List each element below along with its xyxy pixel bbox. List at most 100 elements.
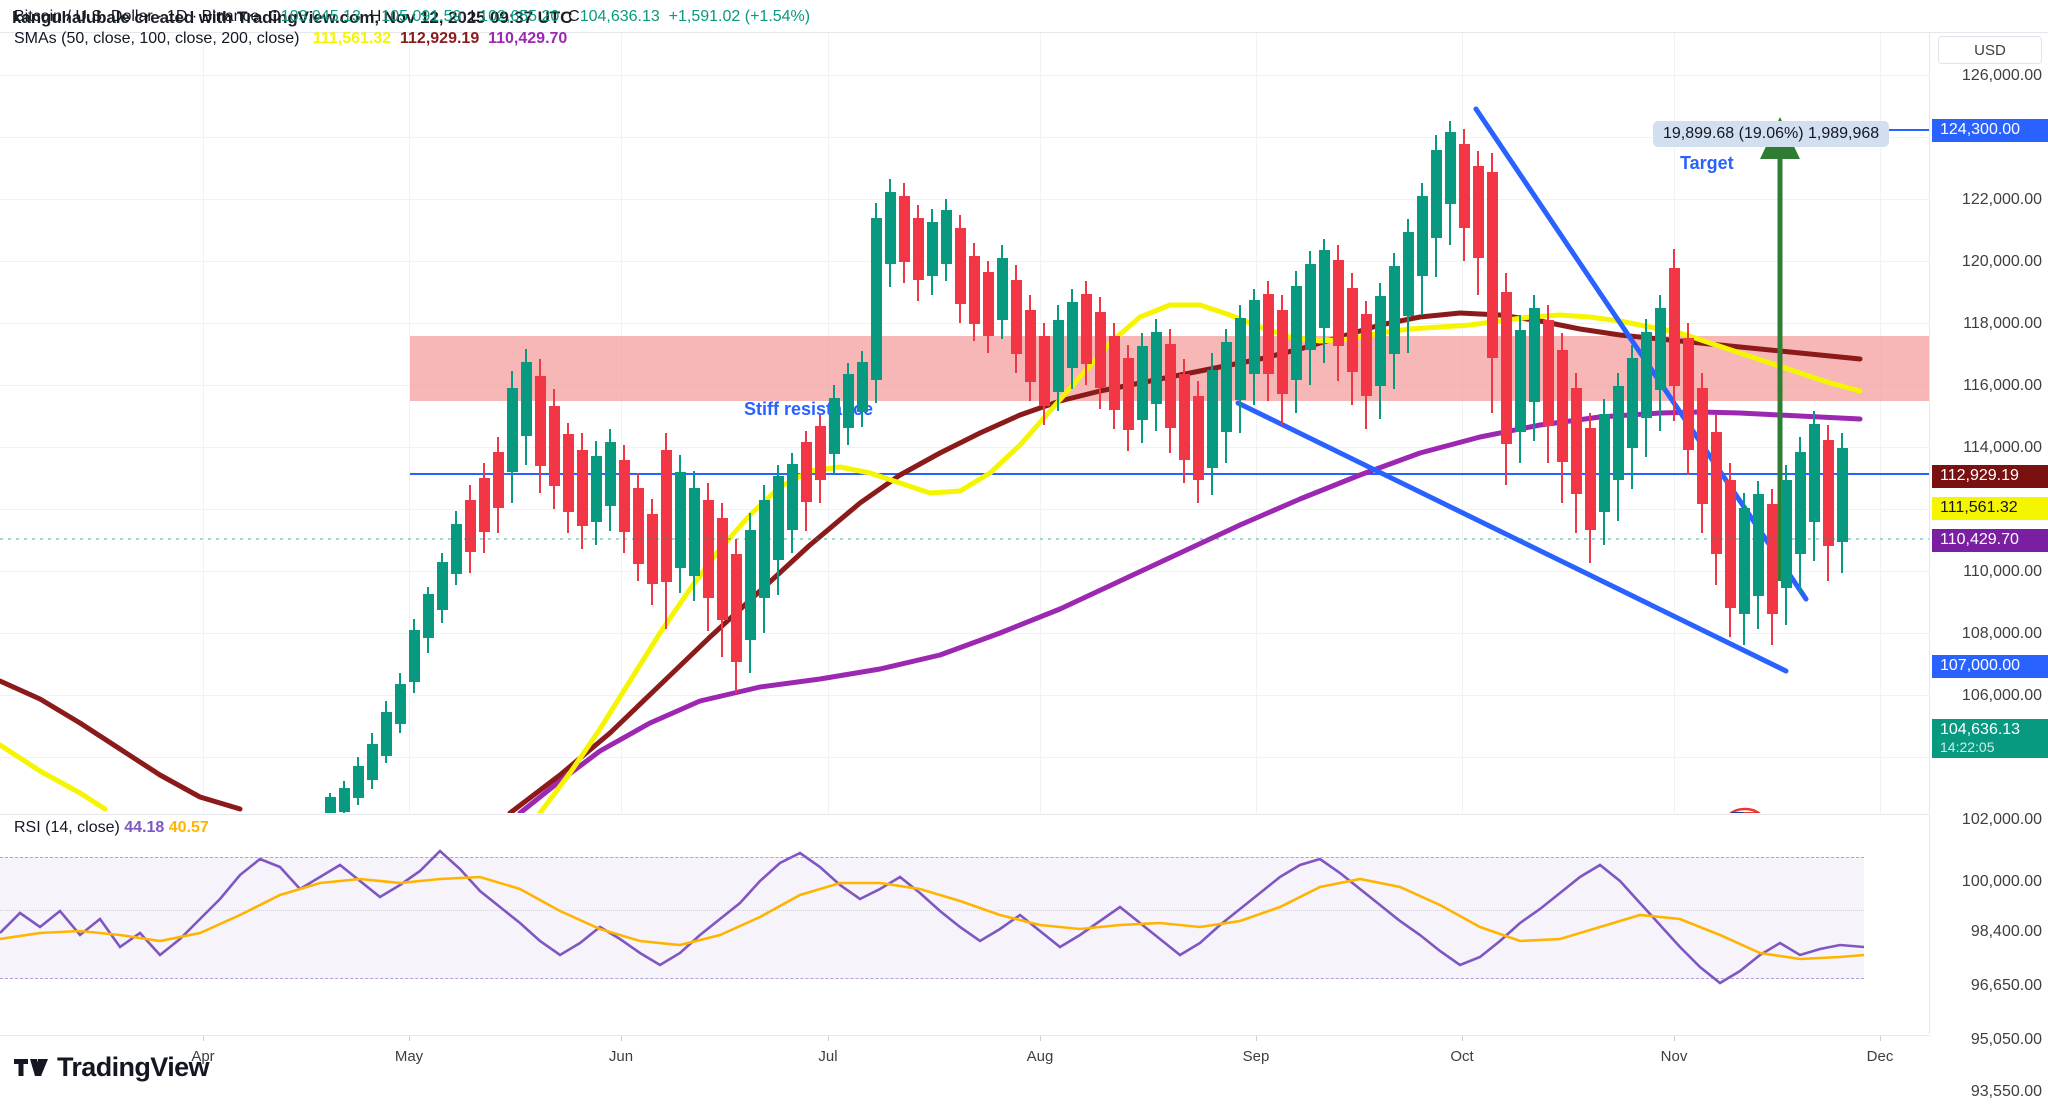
gridline	[1880, 33, 1881, 813]
gridline	[0, 323, 1929, 324]
price-axis[interactable]: 126,000.00 122,000.00 120,000.00 118,000…	[1930, 33, 2048, 1100]
time-tick-label: Dec	[1866, 1048, 1894, 1065]
legend-sma-row[interactable]: SMAs (50, close, 100, close, 200, close)…	[14, 28, 810, 49]
open-value: 103,045.13	[280, 8, 361, 25]
time-tick-mark	[621, 1036, 622, 1041]
symbol-title[interactable]: Bitcoin / U.S. Dollar · 1D · Binance	[14, 8, 260, 25]
time-tick-mark	[1880, 1036, 1881, 1041]
gridline	[409, 33, 410, 813]
gridline	[0, 633, 1929, 634]
price-tick-label: 126,000.00	[1961, 67, 2042, 84]
gridline	[1040, 33, 1041, 813]
resistance-zone-label: Stiff resistance	[744, 399, 874, 419]
change-value: +1,591.02 (+1.54%)	[668, 8, 811, 25]
gridline	[0, 447, 1929, 448]
gridline	[0, 75, 1929, 76]
trendline-descending-lower	[1235, 400, 1789, 674]
sma-100-badge[interactable]: 112,929.19	[1932, 465, 2048, 488]
time-tick-mark	[1462, 1036, 1463, 1041]
support-price-badge[interactable]: 107,000.00	[1932, 655, 2048, 678]
sma-100-value: 112,929.19	[400, 30, 480, 47]
rsi-band	[0, 857, 1864, 979]
attribution-text: kanguhalubale created with TradingView.c…	[12, 8, 573, 27]
low-value: 102,655.20	[479, 8, 560, 25]
sma-50-badge[interactable]: 111,561.32	[1932, 497, 2048, 520]
chart-legend: Bitcoin / U.S. Dollar · 1D · Binance O10…	[14, 6, 810, 50]
open-key: O	[268, 8, 281, 25]
gridline	[0, 199, 1929, 200]
gridline	[621, 33, 622, 813]
time-axis[interactable]: Apr May Jun Jul Aug Sep Oct Nov Dec	[0, 1035, 1930, 1079]
gridline	[0, 571, 1929, 572]
price-tick-label: 96,650.00	[1970, 977, 2042, 994]
rsi-canvas	[0, 849, 1864, 985]
time-tick-label: Nov	[1660, 1048, 1688, 1065]
rsi-midline	[0, 910, 1864, 911]
price-tick-label: 120,000.00	[1961, 253, 2042, 270]
price-tick-label: 95,050.00	[1970, 1031, 2042, 1048]
time-tick-label: Jun	[608, 1048, 634, 1065]
price-tick-label: 108,000.00	[1961, 625, 2042, 642]
price-pane[interactable]: Stiff resistance	[0, 33, 1930, 813]
time-tick-mark	[1256, 1036, 1257, 1041]
price-tick-label: 114,000.00	[1963, 439, 2042, 456]
price-tick-label: 100,000.00	[1961, 873, 2042, 890]
measure-tooltip: 19,899.68 (19.06%) 1,989,968	[1653, 121, 1890, 147]
current-price-badge[interactable]: 104,636.13 14:22:05	[1932, 719, 2048, 758]
high-key: H	[369, 8, 382, 25]
chart-canvas	[0, 106, 1929, 813]
gridline	[1462, 33, 1463, 813]
time-tick-mark	[828, 1036, 829, 1041]
chart-frame: Stiff resistance	[0, 32, 2048, 1100]
price-tick-label: 122,000.00	[1961, 191, 2042, 208]
sma-200-value: 110,429.70	[488, 30, 568, 47]
high-value: 105,091.59	[381, 8, 462, 25]
time-tick-mark	[1674, 1036, 1675, 1041]
close-value: 104,636.13	[579, 8, 660, 25]
gridline	[0, 261, 1929, 262]
flag-sticker-icon	[1729, 807, 1761, 813]
gridline	[0, 137, 1929, 138]
candlestick-series	[325, 121, 1848, 813]
gridline	[0, 509, 1929, 510]
price-tick-label: 118,000.00	[1963, 315, 2042, 332]
sma-50-value: 111,561.32	[312, 30, 392, 47]
gridline	[828, 33, 829, 813]
sma-200-badge[interactable]: 110,429.70	[1932, 529, 2048, 552]
countdown-timer: 14:22:05	[1940, 739, 1995, 755]
rsi-pane[interactable]: RSI (14, close) 44.18 40.57	[0, 814, 1930, 1034]
rsi-value: 44.18	[124, 819, 165, 836]
rsi-line	[0, 849, 1864, 985]
price-tick-label: 93,550.00	[1970, 1083, 2042, 1100]
legend-ohlc-row[interactable]: Bitcoin / U.S. Dollar · 1D · Binance O10…	[14, 6, 810, 27]
current-price-value: 104,636.13	[1940, 721, 2021, 738]
time-tick-label: Apr	[191, 1048, 215, 1065]
time-tick-label: Sep	[1242, 1048, 1270, 1065]
tradingview-footer[interactable]: TradingView	[14, 1052, 210, 1083]
time-tick-mark	[203, 1036, 204, 1041]
price-tick-label: 98,400.00	[1970, 923, 2042, 940]
rsi-ma-line	[0, 875, 1864, 961]
gridline	[0, 695, 1929, 696]
target-label: Target	[1680, 153, 1734, 173]
tradingview-logo-icon	[14, 1058, 48, 1076]
price-tick-label: 102,000.00	[1961, 811, 2042, 828]
price-tick-label: 110,000.00	[1963, 563, 2042, 580]
time-tick-label: Jul	[818, 1048, 838, 1065]
resistance-zone[interactable]	[410, 336, 1929, 401]
target-price-badge[interactable]: 124,300.00	[1932, 119, 2048, 142]
tradingview-wordmark: TradingView	[57, 1052, 210, 1082]
support-price-line[interactable]	[410, 473, 1929, 475]
time-tick-label: May	[394, 1048, 424, 1065]
time-tick-mark	[1040, 1036, 1041, 1041]
low-key: L	[470, 8, 480, 25]
gridline	[203, 33, 204, 813]
time-tick-label: Aug	[1026, 1048, 1054, 1065]
time-tick-mark	[409, 1036, 410, 1041]
gridline	[1256, 33, 1257, 813]
currency-chip[interactable]: USD	[1938, 36, 2042, 64]
time-tick-label: Oct	[1450, 1048, 1474, 1065]
sma-indicator-name[interactable]: SMAs (50, close, 100, close, 200, close)	[14, 30, 300, 47]
close-key: C	[568, 8, 580, 25]
gridline	[0, 757, 1929, 758]
